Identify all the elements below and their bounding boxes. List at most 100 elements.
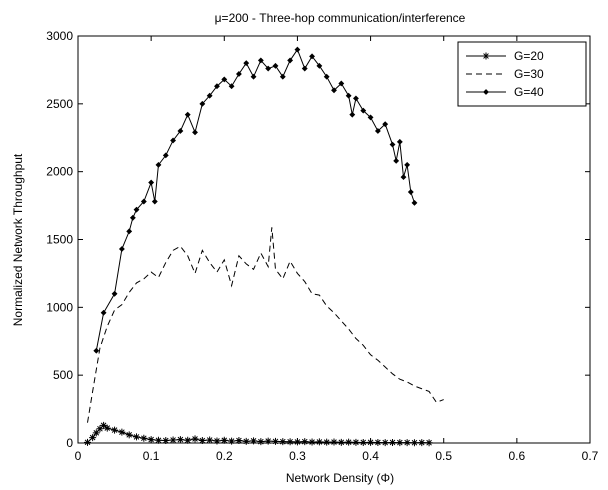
x-tick-label: 0.6 bbox=[509, 449, 526, 463]
data-point-g-20 bbox=[271, 437, 279, 445]
data-point-g-40 bbox=[272, 62, 279, 69]
data-point-g-40 bbox=[133, 206, 140, 213]
data-point-g-40 bbox=[184, 111, 191, 118]
data-point-g-40 bbox=[407, 189, 414, 195]
data-point-g-20 bbox=[228, 437, 236, 445]
data-point-g-40 bbox=[279, 73, 286, 80]
data-point-g-20 bbox=[147, 436, 155, 444]
legend-marker-g-40 bbox=[483, 89, 489, 95]
data-point-g-40 bbox=[411, 199, 418, 206]
data-point-g-40 bbox=[118, 246, 125, 252]
x-axis-title: Network Density (Φ) bbox=[286, 471, 394, 485]
data-point-g-20 bbox=[184, 436, 192, 444]
data-point-g-20 bbox=[220, 436, 228, 444]
data-point-g-20 bbox=[403, 439, 411, 447]
data-point-g-20 bbox=[381, 439, 389, 447]
data-point-g-40 bbox=[349, 111, 356, 118]
data-point-g-40 bbox=[331, 87, 337, 94]
data-point-g-20 bbox=[154, 436, 162, 444]
data-point-g-40 bbox=[353, 95, 359, 102]
data-point-g-20 bbox=[100, 421, 108, 429]
legend-marker-g-20 bbox=[482, 52, 490, 60]
data-point-g-40 bbox=[100, 309, 107, 316]
x-tick-label: 0.3 bbox=[289, 449, 306, 463]
data-point-g-20 bbox=[213, 437, 221, 445]
data-point-g-40 bbox=[192, 129, 198, 136]
data-point-g-40 bbox=[170, 137, 177, 144]
data-point-g-20 bbox=[418, 439, 426, 447]
data-point-g-40 bbox=[323, 73, 330, 80]
chart-title: μ=200 - Three-hop communication/interfer… bbox=[215, 11, 466, 25]
data-point-g-40 bbox=[404, 161, 411, 168]
data-point-g-20 bbox=[257, 438, 265, 446]
x-tick-label: 0.5 bbox=[435, 449, 452, 463]
data-point-g-20 bbox=[345, 438, 353, 446]
data-point-g-20 bbox=[330, 438, 338, 446]
data-point-g-40 bbox=[228, 83, 235, 90]
data-point-g-20 bbox=[286, 438, 294, 446]
legend-label-g-20: G=20 bbox=[514, 49, 544, 63]
y-axis-title: Normalized Network Throughput bbox=[11, 153, 25, 326]
data-point-g-40 bbox=[148, 179, 155, 186]
data-point-g-40 bbox=[338, 80, 345, 87]
data-point-g-40 bbox=[389, 141, 396, 148]
data-point-g-20 bbox=[103, 424, 111, 432]
plot-area: 0 0.1 0.2 0.3 0.4 0.5 0.6 0.7 0 500 1000 1500 2000 25… bbox=[46, 29, 598, 463]
data-point-g-20 bbox=[425, 439, 433, 447]
data-point-g-20 bbox=[315, 438, 323, 446]
data-point-g-40 bbox=[287, 57, 294, 64]
data-point-g-20 bbox=[293, 438, 301, 446]
data-point-g-40 bbox=[111, 290, 118, 297]
y-tick-label: 3000 bbox=[46, 29, 73, 43]
data-point-g-20 bbox=[92, 429, 100, 437]
data-point-g-40 bbox=[400, 174, 407, 181]
data-point-g-20 bbox=[410, 439, 418, 447]
data-point-g-40 bbox=[155, 161, 162, 168]
data-point-g-20 bbox=[374, 438, 382, 446]
data-point-g-40 bbox=[396, 138, 403, 145]
y-tick-label: 2000 bbox=[46, 165, 73, 179]
data-point-g-20 bbox=[242, 437, 250, 445]
data-point-g-40 bbox=[243, 60, 250, 67]
data-point-g-40 bbox=[382, 121, 389, 128]
data-point-g-20 bbox=[389, 438, 397, 446]
data-point-g-40 bbox=[345, 92, 352, 99]
y-tick-label: 0 bbox=[66, 436, 73, 450]
data-point-g-20 bbox=[323, 438, 331, 446]
data-point-g-40 bbox=[221, 76, 228, 83]
data-point-g-20 bbox=[125, 431, 133, 439]
data-point-g-20 bbox=[367, 438, 375, 446]
data-point-g-40 bbox=[250, 73, 257, 80]
data-point-g-20 bbox=[206, 436, 214, 444]
data-point-g-20 bbox=[264, 437, 272, 445]
data-point-g-20 bbox=[191, 435, 199, 443]
y-tick-label: 500 bbox=[53, 368, 73, 382]
data-point-g-20 bbox=[301, 438, 309, 446]
data-point-g-20 bbox=[396, 439, 404, 447]
series-line-g-30 bbox=[87, 227, 444, 423]
data-point-g-20 bbox=[308, 438, 316, 446]
x-tick-label: 0.2 bbox=[216, 449, 233, 463]
x-tick-label: 0 bbox=[75, 449, 82, 463]
data-point-g-20 bbox=[96, 425, 104, 433]
data-point-g-20 bbox=[337, 438, 345, 446]
data-point-g-40 bbox=[140, 198, 147, 205]
y-tick-label: 2500 bbox=[46, 97, 73, 111]
data-point-g-20 bbox=[235, 437, 243, 445]
data-point-g-40 bbox=[93, 347, 100, 354]
data-point-g-40 bbox=[129, 214, 136, 221]
data-point-g-20 bbox=[198, 437, 206, 445]
data-point-g-40 bbox=[235, 71, 242, 77]
data-point-g-20 bbox=[279, 438, 287, 446]
data-point-g-40 bbox=[374, 128, 381, 134]
x-tick-label: 0.4 bbox=[362, 449, 379, 463]
series-line-g-40 bbox=[95, 48, 415, 351]
legend-label-g-30: G=30 bbox=[514, 67, 544, 81]
data-point-g-40 bbox=[316, 62, 323, 69]
data-point-g-20 bbox=[359, 438, 367, 446]
data-point-g-20 bbox=[169, 436, 177, 444]
data-point-g-20 bbox=[84, 438, 92, 446]
data-point-g-40 bbox=[257, 57, 264, 64]
y-tick-label: 1500 bbox=[46, 233, 73, 247]
